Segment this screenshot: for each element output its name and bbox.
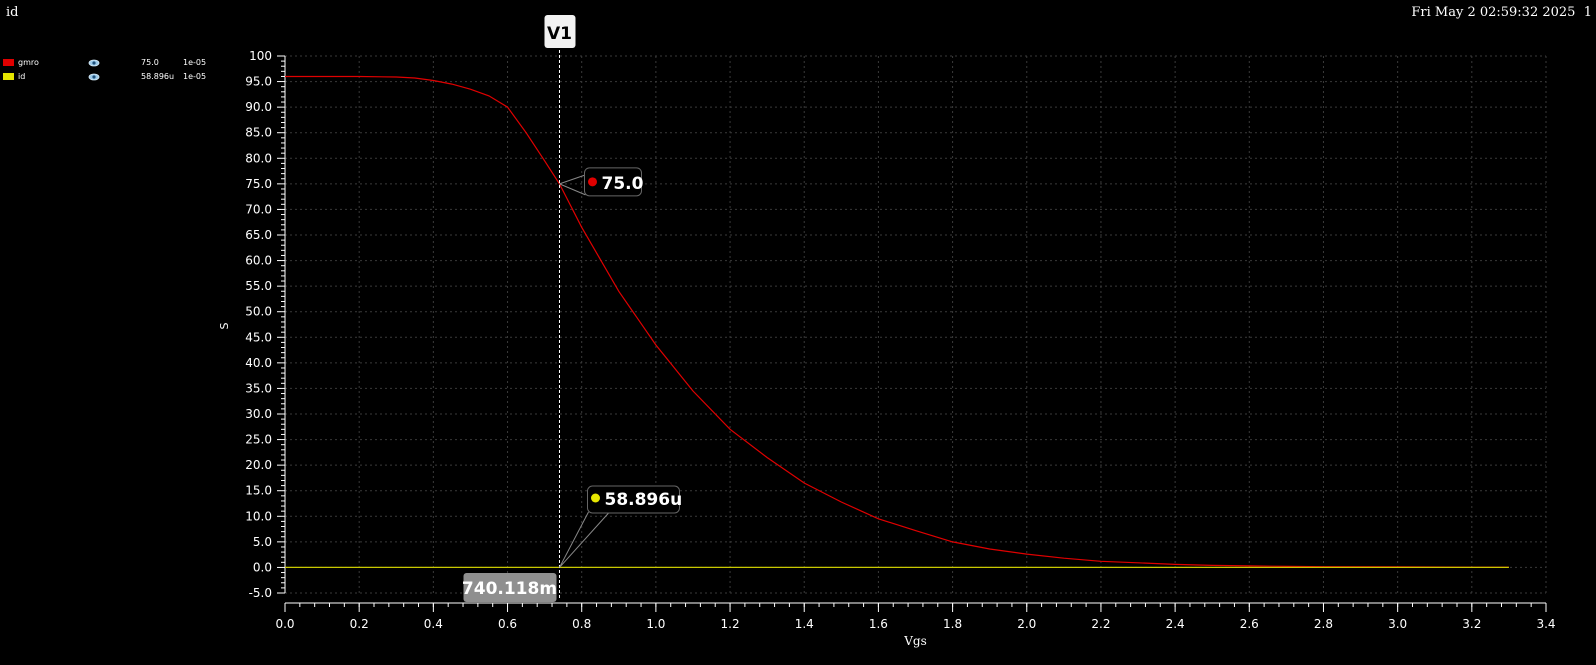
legend-step: 1e-05 <box>183 58 207 67</box>
series-layer <box>285 75 1509 568</box>
x-tick-label: 0.6 <box>498 617 517 631</box>
y-tick-label: 0.0 <box>253 560 272 574</box>
y-tick-label: 85.0 <box>245 126 272 140</box>
x-tick-label: 2.4 <box>1166 617 1185 631</box>
x-readout: 740.118m <box>462 579 557 599</box>
y-tick-label: 100 <box>249 49 272 63</box>
x-tick-label: 1.4 <box>795 617 814 631</box>
x-tick-label: 1.8 <box>943 617 962 631</box>
marker-box-id <box>586 485 680 514</box>
x-tick-label: 0.0 <box>275 617 294 631</box>
x-tick-label: 3.2 <box>1462 617 1481 631</box>
y-tick-label: 40.0 <box>245 356 272 370</box>
page-number: 1 <box>1583 5 1592 20</box>
x-tick-label: 1.6 <box>869 617 888 631</box>
cursor-label: V1 <box>547 24 572 44</box>
marker-dot-gmro <box>587 177 597 187</box>
x-tick-label: 3.0 <box>1388 617 1407 631</box>
y-tick-label: 30.0 <box>245 407 272 421</box>
y-tick-label: 75.0 <box>245 177 272 191</box>
y-axis: 100 95.0 90.0 85.0 80.0 75.0 70.0 65.0 60.0 55.0 5… <box>245 49 286 600</box>
legend: gmro 75.0 1e-05 id 58.896u 1e-05 <box>3 56 218 84</box>
legend-item-id[interactable]: id 58.896u 1e-05 <box>3 70 218 84</box>
x-tick-label: 2.6 <box>1240 617 1259 631</box>
legend-step: 1e-05 <box>183 72 207 81</box>
y-tick-label: 45.0 <box>245 330 272 344</box>
window-title: id <box>6 5 19 20</box>
marker-value-id: 58.896u <box>604 490 682 510</box>
x-axis-label: Vgs <box>903 634 927 648</box>
legend-value: 75.0 <box>141 58 159 67</box>
y-tick-label: 25.0 <box>245 433 272 447</box>
y-tick-label: 95.0 <box>245 75 272 89</box>
y-tick-label: 5.0 <box>253 535 272 549</box>
y-tick-label: 55.0 <box>245 279 272 293</box>
marker-box-gmro <box>583 167 642 197</box>
x-tick-label: 1.0 <box>646 617 665 631</box>
x-tick-label: 0.4 <box>424 617 443 631</box>
datetime-readout: Fri May 2 02:59:32 2025 1 <box>1411 5 1592 20</box>
cursor-tag[interactable] <box>544 15 576 48</box>
marker-leader-gmro <box>559 174 586 196</box>
legend-name: id <box>18 72 26 81</box>
visibility-eye-icon[interactable] <box>88 56 100 70</box>
y-tick-label: 70.0 <box>245 202 272 216</box>
y-tick-label: 90.0 <box>245 100 272 114</box>
y-tick-label: 65.0 <box>245 228 272 242</box>
x-tick-label: 3.4 <box>1536 617 1555 631</box>
x-tick-label: 2.2 <box>1091 617 1110 631</box>
y-tick-label: -5.0 <box>249 586 272 600</box>
legend-item-gmro[interactable]: gmro 75.0 1e-05 <box>3 56 218 70</box>
legend-swatch <box>3 59 14 66</box>
y-tick-label: 60.0 <box>245 254 272 268</box>
marker-leader-id <box>559 511 610 568</box>
y-tick-label: 35.0 <box>245 381 272 395</box>
x-tick-label: 0.2 <box>350 617 369 631</box>
x-tick-label: 2.0 <box>1017 617 1036 631</box>
cursor-layer[interactable]: V1 740.118m 75.0 58.896u <box>462 15 682 602</box>
x-axis: 0.0 0.2 0.4 0.6 0.8 1.0 1.2 1.4 1.6 1.8 2.0 2.2 2.4 2… <box>275 602 1556 631</box>
x-tick-label: 0.8 <box>572 617 591 631</box>
legend-name: gmro <box>18 58 39 67</box>
series-line-gmro <box>285 75 1509 568</box>
y-tick-label: 80.0 <box>245 151 272 165</box>
x-readout-box <box>463 573 557 602</box>
visibility-eye-icon[interactable] <box>88 70 100 84</box>
marker-dot-id <box>590 493 600 503</box>
datetime-text: Fri May 2 02:59:32 2025 <box>1411 5 1576 20</box>
grid <box>284 55 1547 594</box>
x-tick-label: 1.2 <box>721 617 740 631</box>
y-tick-label: 10.0 <box>245 509 272 523</box>
x-tick-label: 2.8 <box>1314 617 1333 631</box>
legend-value: 58.896u <box>141 72 175 81</box>
y-tick-label: 15.0 <box>245 484 272 498</box>
y-axis-label: S <box>218 322 231 329</box>
legend-swatch <box>3 73 14 80</box>
y-tick-label: 50.0 <box>245 305 272 319</box>
marker-value-gmro: 75.0 <box>601 174 643 194</box>
y-tick-label: 20.0 <box>245 458 272 472</box>
